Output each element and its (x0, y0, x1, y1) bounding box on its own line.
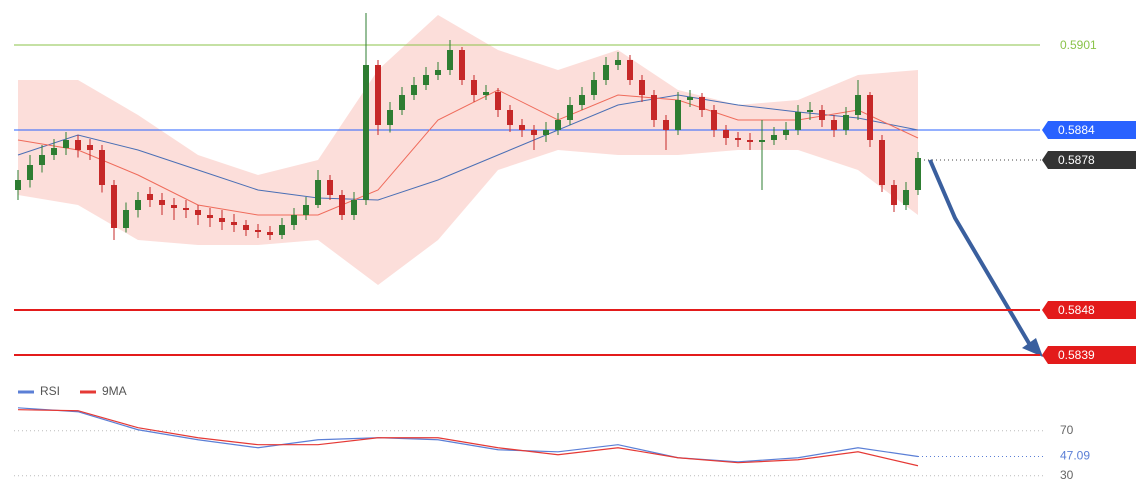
level-label-box (1042, 121, 1136, 139)
candle-body (483, 92, 489, 95)
candle-body (459, 50, 465, 80)
candle-body (351, 200, 357, 215)
level-label: 0.5884 (1058, 123, 1095, 137)
candle-body (627, 60, 633, 80)
candle-body (363, 65, 369, 200)
candle-body (735, 138, 741, 140)
candle-body (231, 222, 237, 225)
candle-body (783, 130, 789, 135)
level-label: 0.5848 (1058, 303, 1095, 317)
candle-body (759, 140, 765, 142)
candle-body (699, 97, 705, 110)
candle-body (75, 140, 81, 150)
candle-body (279, 225, 285, 235)
candle-body (411, 85, 417, 95)
candle-body (687, 97, 693, 100)
candle-body (867, 95, 873, 140)
candle-body (219, 218, 225, 222)
legend-label: RSI (40, 384, 60, 398)
candle-body (327, 180, 333, 195)
candle-body (771, 135, 777, 140)
candle-body (375, 65, 381, 125)
candle-body (555, 120, 561, 130)
candle-body (519, 125, 525, 130)
legend-label: 9MA (102, 384, 127, 398)
candle-body (63, 140, 69, 148)
forecast-arrowhead (1022, 338, 1043, 357)
candle-body (531, 130, 537, 135)
candle-body (255, 230, 261, 232)
rsi-line (17, 407, 919, 463)
candle-body (51, 148, 57, 155)
rsi-line (17, 409, 919, 467)
candle-body (447, 50, 453, 70)
candle-body (471, 80, 477, 95)
candle-body (147, 194, 153, 200)
level-label-box (1042, 346, 1136, 364)
candle-body (291, 215, 297, 225)
last-price-box (1042, 151, 1136, 169)
y-tick-label: 70 (1060, 423, 1074, 437)
candle-body (651, 95, 657, 120)
candle-body (579, 95, 585, 105)
candle-body (507, 110, 513, 125)
candle-body (915, 158, 921, 190)
background-layer (18, 15, 918, 285)
level-label: 0.5839 (1058, 348, 1095, 362)
candle-body (123, 210, 129, 228)
candle-body (711, 110, 717, 130)
candle-body (159, 200, 165, 205)
candle-body (855, 95, 861, 115)
bollinger-band (18, 15, 918, 285)
candle-body (603, 65, 609, 80)
level-label: 0.5901 (1060, 38, 1097, 52)
moving-average (17, 89, 919, 216)
moving-average (17, 94, 919, 201)
candle-body (663, 120, 669, 130)
candle-body (639, 80, 645, 95)
candle-body (135, 200, 141, 210)
candle-body (315, 180, 321, 205)
candle-body (567, 105, 573, 120)
candle-body (495, 92, 501, 110)
candle-body (831, 120, 837, 130)
candle-body (39, 155, 45, 165)
candle-body (99, 150, 105, 185)
candle-body (171, 205, 177, 208)
candle-body (267, 232, 273, 235)
candle-body (243, 225, 249, 230)
candle-body (723, 130, 729, 138)
candle-body (795, 112, 801, 130)
candle-body (675, 100, 681, 130)
candle-body (183, 208, 189, 210)
candle-body (903, 190, 909, 205)
candle-body (15, 180, 21, 190)
candle-body (615, 60, 621, 65)
candle-body (111, 185, 117, 228)
candle-body (819, 110, 825, 120)
candle-body (747, 140, 753, 142)
candle-body (195, 210, 201, 215)
candle-body (423, 75, 429, 85)
candle-body (207, 215, 213, 218)
candle-body (807, 110, 813, 112)
candle-body (87, 145, 93, 150)
candle-body (543, 130, 549, 135)
level-label-box (1042, 301, 1136, 319)
candle-body (339, 195, 345, 215)
candle-body (891, 185, 897, 205)
candle-body (435, 70, 441, 75)
candle-body (27, 165, 33, 180)
y-tick-label: 30 (1060, 468, 1074, 482)
candle-body (591, 80, 597, 95)
last-price-label: 0.5878 (1058, 153, 1095, 167)
candle-body (879, 140, 885, 185)
forecast-arrow (928, 159, 1032, 347)
candle-body (843, 115, 849, 130)
candle-body (387, 110, 393, 125)
rsi-last-label: 47.09 (1060, 449, 1090, 463)
candle-body (399, 95, 405, 110)
candle-body (303, 205, 309, 215)
